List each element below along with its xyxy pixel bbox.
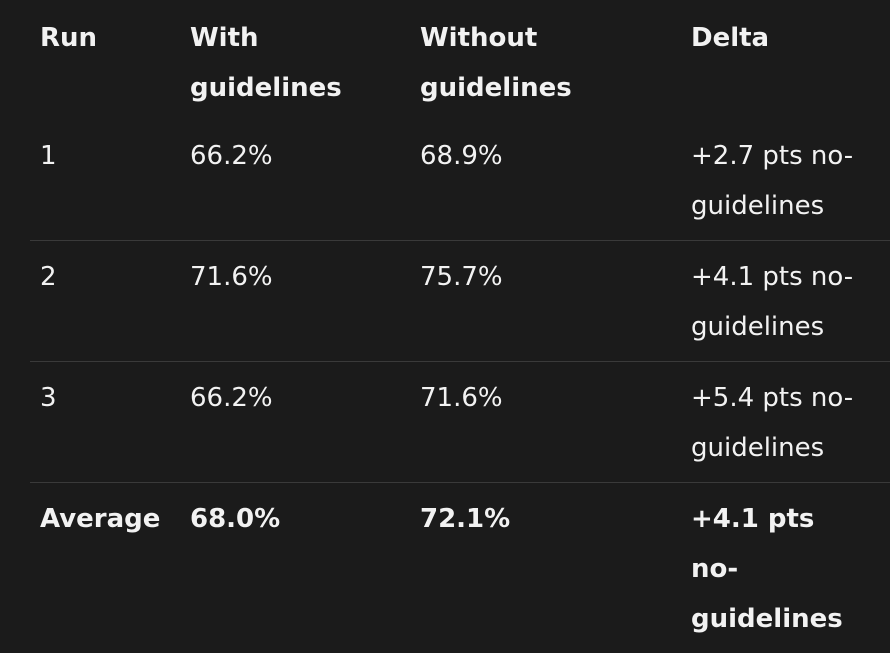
- column-header: Run: [30, 0, 180, 120]
- table-cell: 2: [30, 241, 180, 362]
- table-cell: +4.1 pts no-guidelines: [681, 483, 890, 653]
- table-cell: 3: [30, 362, 180, 483]
- table-cell: 1: [30, 120, 180, 241]
- column-header: Without guidelines: [410, 0, 681, 120]
- table-cell: 66.2%: [180, 362, 410, 483]
- table-cell: 71.6%: [180, 241, 410, 362]
- table-cell: 68.0%: [180, 483, 410, 653]
- table-cell: 66.2%: [180, 120, 410, 241]
- table-cell: 75.7%: [410, 241, 681, 362]
- table-cell: 72.1%: [410, 483, 681, 653]
- column-header: Delta: [681, 0, 890, 120]
- table-cell: +2.7 pts no-guidelines: [681, 120, 890, 241]
- column-header: With guidelines: [180, 0, 410, 120]
- table-cell: Average: [30, 483, 180, 653]
- table-cell: 71.6%: [410, 362, 681, 483]
- table-cell: +5.4 pts no-guidelines: [681, 362, 890, 483]
- table-cell: 68.9%: [410, 120, 681, 241]
- table-cell: +4.1 pts no-guidelines: [681, 241, 890, 362]
